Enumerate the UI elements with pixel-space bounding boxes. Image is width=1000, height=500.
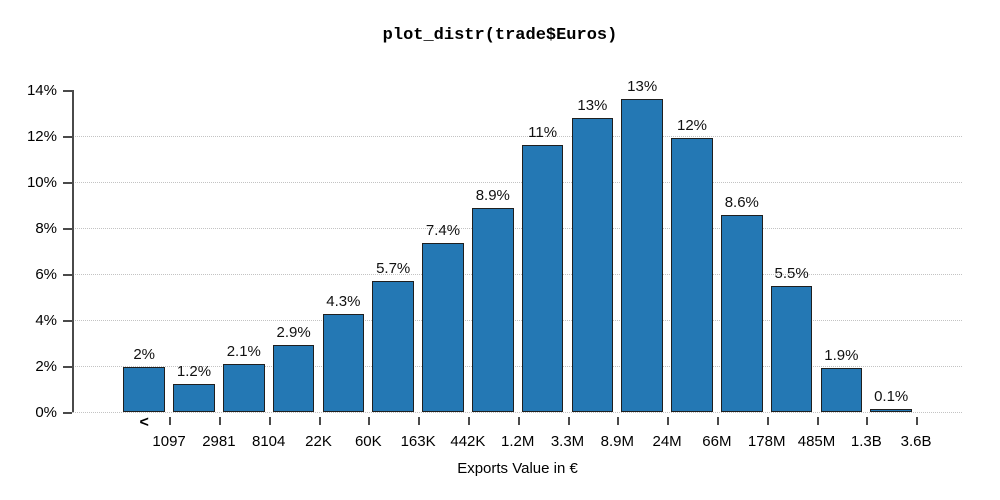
bar (521, 145, 564, 412)
bar-value-label: 5.5% (774, 264, 809, 282)
bar (223, 363, 265, 412)
bar-value-label: 4.3% (326, 293, 361, 311)
x-tick (318, 417, 321, 425)
x-tick-label: 8.9M (600, 433, 634, 450)
bar (322, 314, 365, 412)
bar (770, 285, 813, 412)
bar (721, 215, 763, 412)
bar-value-label: 8.9% (475, 187, 510, 205)
bar (870, 408, 912, 412)
bar-value-label: 12% (676, 117, 708, 135)
y-tick-label: 10% (26, 174, 57, 191)
x-tick-label: 1.3B (850, 433, 882, 450)
x-tick-label: 60K (354, 433, 382, 450)
bar-value-label: 2% (133, 346, 156, 364)
bar-value-label: 0.1% (874, 387, 909, 405)
gridline (72, 228, 962, 229)
x-tick-label: 178M (747, 433, 786, 450)
x-tick-label: 24M (652, 433, 682, 450)
y-tick-label: 8% (35, 220, 57, 237)
x-tick (766, 417, 769, 425)
x-tick (268, 417, 271, 425)
bar (571, 117, 614, 412)
bar (123, 367, 165, 412)
y-tick-label: 6% (35, 266, 57, 283)
x-tick (617, 417, 620, 425)
bar (422, 242, 464, 412)
bar (820, 368, 863, 412)
gridline (72, 366, 962, 367)
y-tick (63, 182, 72, 184)
x-tick-label: 66M (702, 433, 732, 450)
y-tick (63, 90, 72, 92)
y-axis-line (72, 90, 74, 412)
gridline (72, 136, 962, 137)
x-tick-label: 3.6B (900, 433, 932, 450)
x-tick-label: 22K (305, 433, 332, 450)
less-than-marker: < (139, 414, 149, 431)
bar (173, 384, 215, 412)
bar-value-label: 13% (627, 78, 658, 96)
x-tick (517, 417, 520, 425)
y-tick (63, 136, 72, 138)
y-tick (63, 366, 72, 368)
bar-value-label: 7.4% (425, 221, 461, 239)
y-tick (63, 320, 72, 322)
bar-value-label: 5.7% (376, 259, 411, 277)
bar (671, 138, 713, 412)
bar (372, 280, 414, 412)
y-tick-label: 4% (35, 312, 57, 329)
y-tick-label: 12% (26, 128, 57, 145)
bar (472, 208, 514, 412)
x-tick (218, 417, 221, 425)
bar-value-label: 1.9% (824, 347, 859, 365)
y-tick (63, 228, 72, 230)
gridline (72, 274, 962, 275)
y-tick-label: 14% (26, 82, 57, 99)
x-tick (816, 417, 819, 425)
bar-value-label: 2.9% (276, 324, 311, 342)
x-tick (467, 417, 470, 425)
x-tick-label: 8104 (252, 433, 286, 450)
bar (621, 99, 663, 412)
x-tick (916, 417, 919, 425)
chart-title: plot_distr(trade$Euros) (382, 26, 618, 45)
y-tick-label: 0% (35, 404, 57, 421)
x-tick-label: 3.3M (550, 433, 585, 450)
x-tick (567, 417, 570, 425)
x-axis-title: Exports Value in € (457, 460, 578, 477)
y-tick (63, 274, 72, 276)
x-tick-label: 163K (400, 433, 436, 450)
bar (272, 345, 315, 412)
x-tick-label: 2981 (202, 433, 236, 450)
gridline (72, 412, 962, 413)
x-tick (169, 417, 172, 425)
bar-value-label: 2.1% (226, 342, 261, 360)
bar-value-label: 11% (528, 124, 558, 142)
x-tick (667, 417, 670, 425)
gridline (72, 182, 962, 183)
y-tick (63, 412, 72, 414)
x-tick-label: 442K (450, 433, 486, 450)
x-tick (866, 417, 869, 425)
x-tick-label: 1.2M (501, 433, 535, 450)
bar-value-label: 13% (577, 96, 608, 114)
y-tick-label: 2% (35, 358, 57, 375)
bar-value-label: 8.6% (724, 194, 759, 212)
x-tick (716, 417, 719, 425)
x-tick-label: 485M (797, 433, 836, 450)
x-tick (418, 417, 421, 425)
gridline (72, 320, 962, 321)
x-tick (368, 417, 371, 425)
x-tick-label: 1097 (152, 433, 186, 450)
bar-value-label: 1.2% (176, 363, 212, 381)
